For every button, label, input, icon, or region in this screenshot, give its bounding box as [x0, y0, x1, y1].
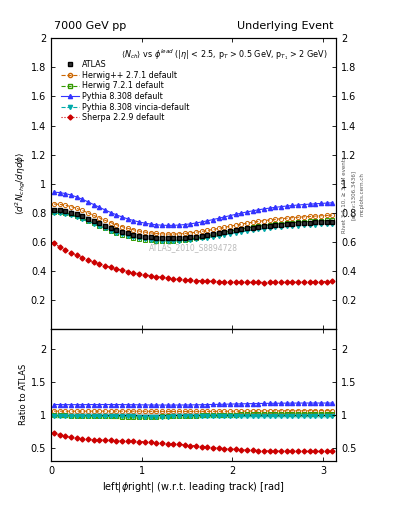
Legend: ATLAS, Herwig++ 2.7.1 default, Herwig 7.2.1 default, Pythia 8.308 default, Pythi: ATLAS, Herwig++ 2.7.1 default, Herwig 7.…: [58, 57, 193, 125]
Text: 7000 GeV pp: 7000 GeV pp: [54, 21, 126, 31]
Text: mcplots.cern.ch: mcplots.cern.ch: [360, 173, 365, 217]
Text: ATLAS_2010_S8894728: ATLAS_2010_S8894728: [149, 243, 238, 252]
Y-axis label: Ratio to ATLAS: Ratio to ATLAS: [19, 364, 28, 425]
Text: Rivet 3.1.10, ≥ 3.4M events: Rivet 3.1.10, ≥ 3.4M events: [342, 156, 347, 233]
X-axis label: left|$\phi$right| (w.r.t. leading track) [rad]: left|$\phi$right| (w.r.t. leading track)…: [102, 480, 285, 494]
Y-axis label: $\langle d^2 N_{chg}/d\eta d\phi \rangle$: $\langle d^2 N_{chg}/d\eta d\phi \rangle…: [14, 152, 28, 216]
Text: [arXiv:1306.3436]: [arXiv:1306.3436]: [351, 169, 356, 220]
Text: $\langle N_{ch}\rangle$ vs $\phi^{lead}$ (|$\eta$| < 2.5, p$_T$ > 0.5 GeV, p$_{T: $\langle N_{ch}\rangle$ vs $\phi^{lead}$…: [121, 47, 327, 62]
Text: Underlying Event: Underlying Event: [237, 21, 333, 31]
